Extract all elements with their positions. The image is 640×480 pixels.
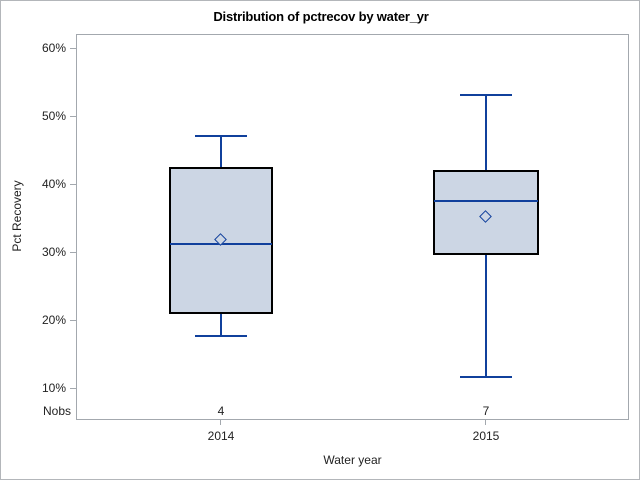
y-axis-title: Pct Recovery [10,180,24,252]
nobs-row-label: Nobs [42,404,71,418]
nobs-value-2015: 7 [482,404,490,418]
whisker-cap-lower-2014 [195,335,247,337]
y-tick-mark-30 [70,251,76,253]
whisker-upper-2014 [220,136,222,167]
y-tick-label-50: 50% [41,109,66,123]
y-tick-label-20: 20% [41,313,66,327]
x-tick-label-2014: 2014 [207,429,235,443]
whisker-cap-lower-2015 [460,376,512,378]
y-tick-mark-20 [70,319,76,321]
whisker-cap-upper-2014 [195,135,247,137]
y-tick-mark-60 [70,47,76,49]
y-tick-label-10: 10% [41,381,66,395]
chart-title: Distribution of pctrecov by water_yr [213,9,429,24]
y-tick-mark-50 [70,115,76,117]
median-line-2015 [434,200,538,202]
plot-frame [76,34,629,420]
x-tick-label-2015: 2015 [472,429,500,443]
whisker-lower-2015 [485,255,487,377]
y-tick-label-40: 40% [41,177,66,191]
y-tick-label-60: 60% [41,41,66,55]
y-tick-mark-40 [70,183,76,185]
x-tick-mark-2015 [485,420,486,425]
x-tick-mark-2014 [220,420,221,425]
whisker-lower-2014 [220,313,222,336]
nobs-value-2014: 4 [217,404,225,418]
whisker-upper-2015 [485,95,487,171]
whisker-cap-upper-2015 [460,94,512,96]
y-tick-mark-10 [70,387,76,389]
x-axis-title: Water year [323,453,382,467]
y-tick-label-30: 30% [41,245,66,259]
